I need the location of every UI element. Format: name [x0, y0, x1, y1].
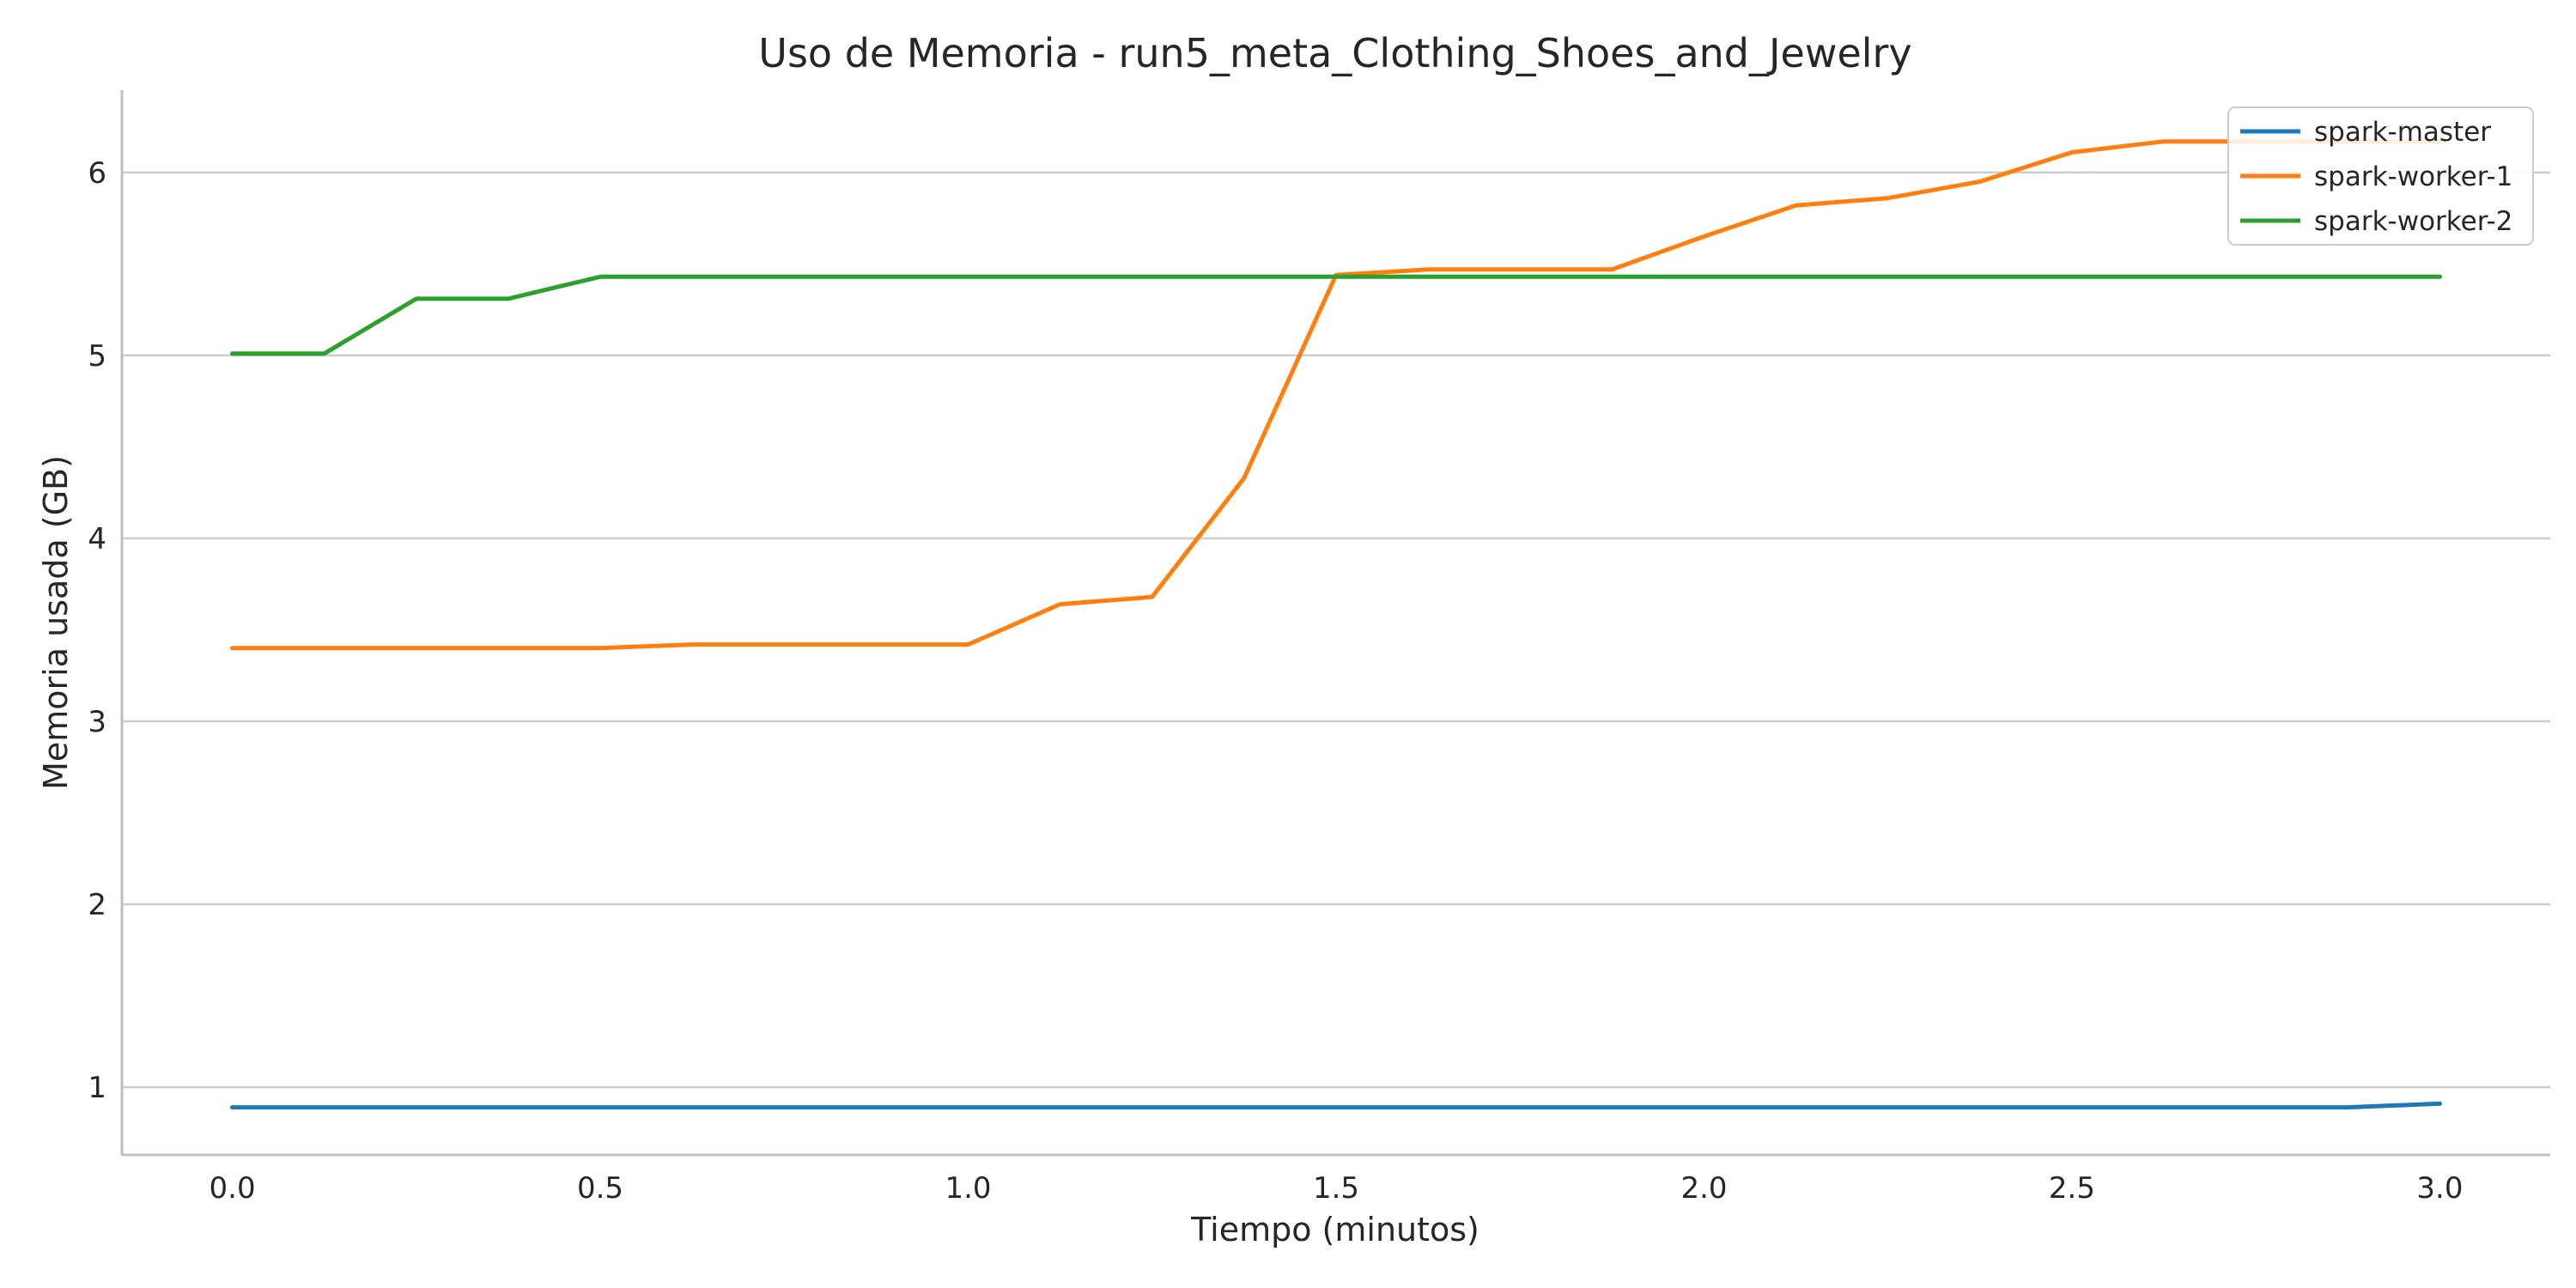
legend-label: spark-worker-1 [2314, 161, 2512, 192]
legend-label: spark-worker-2 [2314, 206, 2512, 237]
x-tick-label: 0.5 [577, 1171, 623, 1206]
y-tick-label: 2 [88, 888, 106, 922]
legend-label: spark-master [2314, 117, 2491, 148]
axes [120, 90, 2550, 1157]
x-tick-label: 1.5 [1313, 1171, 1359, 1206]
y-tick-label: 6 [88, 156, 106, 191]
series-line-spark-master [230, 1101, 2442, 1110]
gridlines [122, 171, 2550, 1089]
legend: spark-master spark-worker-1 spark-worker-2 [2227, 106, 2534, 246]
y-tick-label: 1 [88, 1071, 106, 1105]
x-tick-label: 0.0 [210, 1171, 256, 1206]
y-tick-label: 3 [88, 705, 106, 739]
series-lines [230, 139, 2442, 1110]
chart-title: Uso de Memoria - run5_meta_Clothing_Shoe… [758, 30, 1911, 76]
y-axis-label: Memoria usada (GB) [37, 455, 75, 790]
y-tick-label: 5 [88, 339, 106, 374]
x-axis-label: Tiempo (minutos) [1190, 1211, 1479, 1249]
x-tick-label: 1.0 [945, 1171, 991, 1206]
x-tick-labels: 0.0 0.5 1.0 1.5 2.0 2.5 3.0 [210, 1171, 2464, 1206]
x-tick-label: 2.0 [1680, 1171, 1727, 1206]
y-tick-labels: 1 2 3 4 5 6 [88, 156, 106, 1105]
y-tick-label: 4 [88, 522, 106, 556]
x-tick-label: 3.0 [2416, 1171, 2463, 1206]
x-tick-label: 2.5 [2049, 1171, 2095, 1206]
series-line-spark-worker-2 [230, 274, 2442, 356]
legend-box [2227, 106, 2534, 246]
